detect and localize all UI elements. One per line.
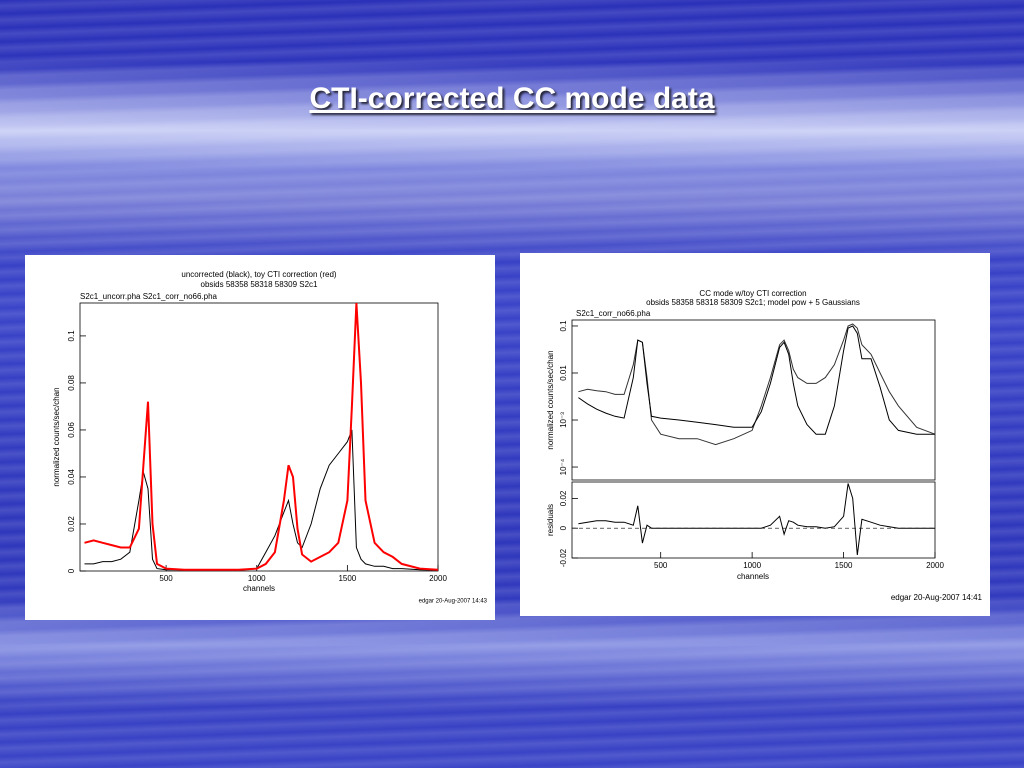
y-tick-label: 0.02: [559, 490, 568, 506]
chart-subtitle: obsids 58358 58318 58309 S2c1: [201, 280, 319, 289]
y-tick-label: 0.01: [559, 365, 568, 381]
y-axis-label: residuals: [546, 504, 555, 536]
chart-title: uncorrected (black), toy CTI correction …: [181, 270, 336, 279]
plot-frame: [571, 481, 936, 559]
y-tick-label: 0: [559, 525, 568, 530]
chart-title: CC mode w/toy CTI correction: [699, 289, 806, 298]
data-line: [578, 325, 935, 435]
plot-frame: [79, 302, 439, 572]
annotation: edgar 20-Aug-2007 14:41: [891, 593, 983, 602]
x-axis-label: channels: [737, 572, 769, 581]
y-tick-label: 0.02: [67, 516, 76, 532]
data-line: [84, 302, 439, 571]
y-tick-label: 0.1: [559, 320, 568, 332]
annotation: edgar 20-Aug-2007 14:43: [419, 599, 488, 605]
y-axis-label: normalized counts/sec/chan: [52, 387, 61, 486]
x-tick-label: 2000: [926, 561, 944, 570]
chart-panel: [520, 253, 990, 616]
x-tick-label: 500: [654, 561, 668, 570]
data-line: [578, 483, 935, 556]
slide-title: CTI-corrected CC mode data: [309, 82, 715, 115]
x-tick-label: 1500: [338, 574, 356, 583]
chart-panel: [25, 255, 495, 620]
y-tick-label: 0: [67, 568, 76, 573]
x-axis-label: channels: [243, 584, 275, 593]
x-tick-label: 2000: [429, 574, 447, 583]
y-tick-label: 0.1: [67, 330, 76, 342]
y-tick-label: 0.04: [67, 469, 76, 485]
y-tick-label: -0.02: [559, 548, 568, 567]
x-tick-label: 1000: [743, 561, 761, 570]
plot-frame: [571, 319, 936, 481]
data-line: [578, 323, 936, 446]
y-tick-label: 10⁻⁴: [559, 458, 568, 475]
y-axis-label: normalized counts/sec/chan: [546, 350, 555, 449]
chart-subtitle: obsids 58358 58318 58309 S2c1; model pow…: [646, 298, 860, 307]
data-line: [84, 429, 439, 571]
x-tick-label: 1500: [835, 561, 853, 570]
y-tick-label: 0.06: [67, 422, 76, 438]
y-tick-label: 10⁻³: [559, 412, 568, 428]
annotation: S2c1_corr_no66.pha: [576, 309, 651, 318]
x-tick-label: 1000: [248, 574, 266, 583]
y-tick-label: 0.08: [67, 375, 76, 391]
x-tick-label: 500: [159, 574, 173, 583]
annotation: S2c1_uncorr.pha S2c1_corr_no66.pha: [80, 292, 218, 301]
